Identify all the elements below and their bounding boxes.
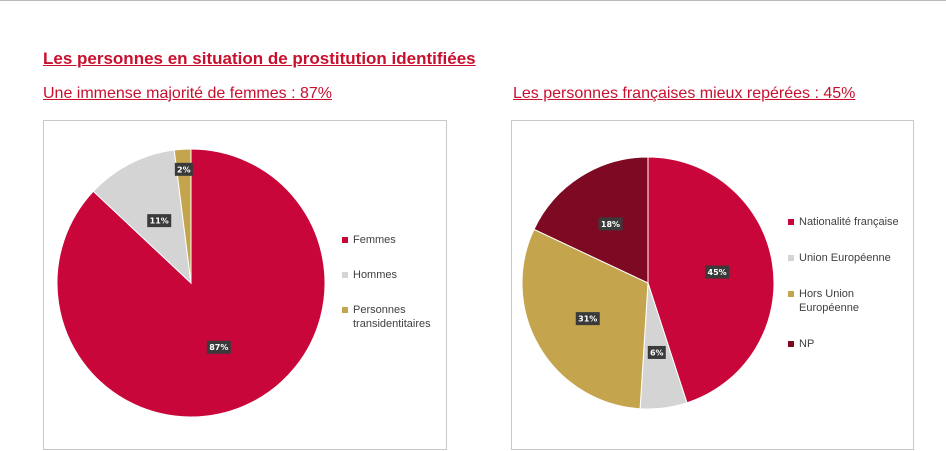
pie-slice-1 — [647, 156, 775, 404]
legend-swatch — [788, 219, 794, 225]
chart-1-panel: 87% 11% 2% Femmes Hommes Personnes transid… — [43, 120, 447, 450]
data-label-text: 45% — [708, 268, 727, 277]
legend-label: Nationalité française — [799, 216, 899, 228]
data-label-box — [206, 340, 231, 354]
chart-1-legend: Femmes Hommes Personnes transidentitaire… — [342, 233, 453, 352]
legend-item: Union Européenne — [788, 251, 909, 265]
legend-label: Hommes — [353, 269, 398, 281]
legend-swatch — [788, 291, 794, 297]
legend-swatch — [342, 237, 348, 243]
data-label-text: 2% — [177, 165, 191, 174]
data-label-text: 31% — [578, 315, 597, 324]
legend-label: NP — [799, 338, 815, 350]
data-label-box — [647, 345, 666, 359]
legend-item: Nationalité française — [788, 215, 909, 229]
legend-item: Personnes transidentitaires — [342, 303, 453, 331]
legend-item: Hommes — [342, 268, 453, 282]
data-label-3: 31% — [575, 312, 600, 326]
data-label-box — [147, 214, 172, 228]
legend-swatch — [788, 341, 794, 347]
data-label-text: 18% — [601, 220, 620, 229]
pie-slice-2 — [92, 149, 192, 285]
legend-label: Union Européenne — [799, 252, 891, 264]
legend-label: Hors Union Européenne — [799, 288, 859, 314]
page-title: Les personnes en situation de prostituti… — [43, 49, 476, 68]
data-label-box — [705, 265, 730, 279]
legend-item: NP — [788, 337, 909, 351]
chart-1-title: Une immense majorité de femmes : 87% — [43, 85, 332, 102]
chart-2-title: Les personnes françaises mieux repérées … — [513, 85, 856, 102]
data-label-3: 2% — [174, 162, 193, 176]
data-label-1: 45% — [705, 265, 730, 279]
data-label-text: 11% — [150, 217, 169, 226]
chart-2-legend: Nationalité française Union Européenne H… — [788, 215, 909, 373]
data-label-box — [598, 217, 623, 231]
legend-label: Femmes — [353, 234, 396, 246]
data-label-2: 6% — [647, 345, 666, 359]
legend-item: Hors Union Européenne — [788, 287, 879, 315]
legend-swatch — [342, 272, 348, 278]
legend-swatch — [788, 255, 794, 261]
data-label-4: 18% — [598, 217, 623, 231]
chart-2-panel: 45% 6% 31% 18% Nationalité française Union … — [511, 120, 914, 450]
data-label-1: 87% — [206, 340, 231, 354]
data-label-2: 11% — [147, 214, 172, 228]
chart-1-pie: 87% 11% 2% — [56, 148, 326, 418]
data-label-box — [575, 312, 600, 326]
top-divider — [0, 0, 946, 1]
chart-2-pie: 45% 6% 31% 18% — [521, 156, 775, 410]
data-label-text: 6% — [650, 348, 664, 357]
legend-item: Femmes — [342, 233, 453, 247]
data-label-text: 87% — [209, 343, 228, 352]
pie-slice-4 — [533, 156, 649, 284]
legend-swatch — [342, 307, 348, 313]
pie-slice-3 — [173, 148, 192, 284]
data-label-box — [174, 162, 193, 176]
legend-label: Personnes transidentitaires — [353, 304, 431, 330]
